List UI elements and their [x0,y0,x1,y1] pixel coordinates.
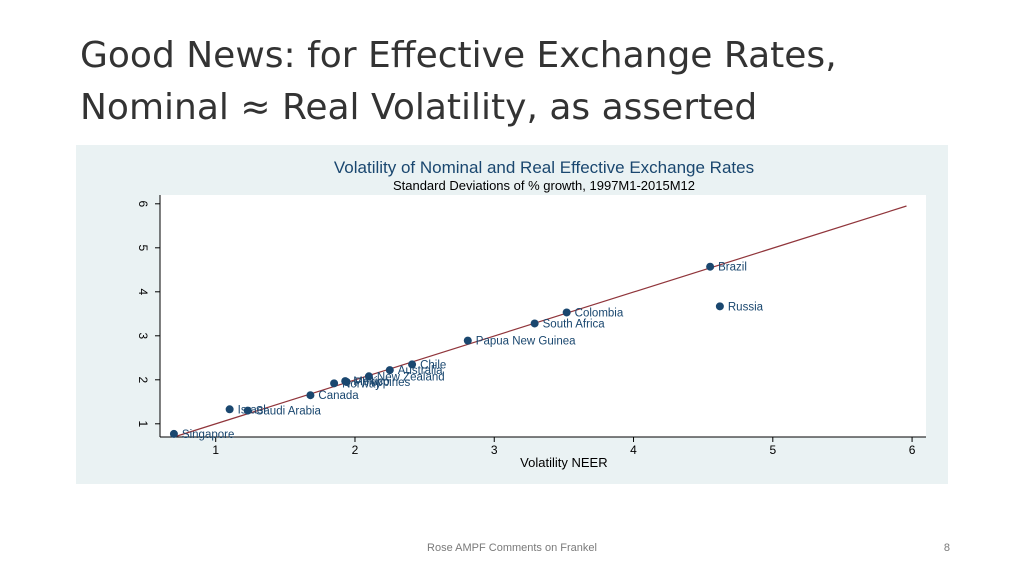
slide-title: Good News: for Effective Exchange Rates,… [80,30,980,134]
x-tick-label: 3 [491,443,498,457]
data-point-label: Saudi Arabia [256,406,322,418]
data-point [463,336,472,345]
data-point-label: New Zealand [377,371,445,383]
data-point-label: Singapore [182,429,234,441]
chart-title: Volatility of Nominal and Real Effective… [334,158,754,177]
data-point [530,319,539,328]
data-point [364,372,373,381]
slide-title-line-1: Good News: for Effective Exchange Rates, [80,35,837,76]
data-point-label: Mexico [353,376,389,388]
fit-line [173,205,907,438]
data-point [330,379,339,388]
x-tick-label: 6 [909,443,916,457]
data-point [225,405,234,414]
data-point [243,406,252,415]
x-tick-label: 5 [769,443,776,457]
data-point [169,429,178,438]
slide-number: 8 [943,542,950,554]
chart-panel: Volatility of Nominal and Real Effective… [76,145,948,484]
slide-title-line-2: Nominal ≈ Real Volatility, as asserted [80,87,758,128]
x-tick-label: 1 [212,443,219,457]
y-tick-label: 3 [136,332,150,339]
data-point-label: Papua New Guinea [476,336,576,348]
y-tick-label: 2 [136,376,150,383]
data-point-label: Russia [728,301,764,313]
scatter-chart: Volatility of Nominal and Real Effective… [136,158,926,470]
data-point [706,262,715,271]
data-point-label: Australia [398,365,443,377]
data-point [408,360,417,369]
plot-area [160,195,926,437]
data-point-label: Norway [342,378,381,390]
data-point-label: Brazil [718,262,747,274]
slide-footer: Rose AMPF Comments on Frankel [427,542,597,554]
data-point [562,308,571,317]
data-point-label: Colombia [575,307,624,319]
data-point-label: Chile [420,359,446,371]
y-tick-label: 4 [136,288,150,295]
data-point [385,366,394,375]
x-axis-label: Volatility NEER [520,455,607,470]
y-tick-label: 5 [136,244,150,251]
data-point-label: South Africa [543,318,606,330]
y-tick-label: 6 [136,200,150,207]
data-point-label: Canada [318,390,359,402]
data-point [715,302,724,311]
x-tick-label: 4 [630,443,637,457]
y-tick-label: 1 [136,420,150,427]
chart-subtitle: Standard Deviations of % growth, 1997M1-… [393,178,695,193]
data-point [342,378,351,386]
data-point [306,391,315,400]
x-tick-label: 2 [352,443,359,457]
